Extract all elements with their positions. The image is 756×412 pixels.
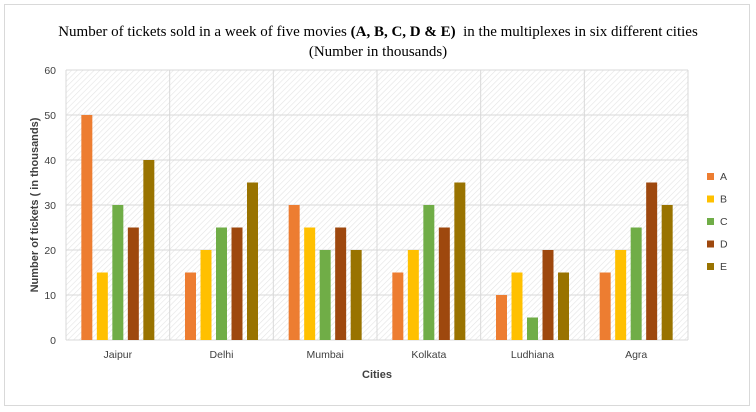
bar-delhi-d [231, 227, 243, 340]
bar-jaipur-c [112, 205, 124, 340]
bar-kolkata-b [407, 250, 419, 340]
chart-title-main: Number of tickets sold in a week of five… [58, 24, 351, 40]
y-tick-label: 20 [44, 245, 56, 257]
bar-mumbai-c [319, 250, 331, 340]
y-tick-label: 0 [50, 335, 56, 347]
bar-agra-e [661, 205, 673, 340]
legend-label-d: D [720, 239, 728, 251]
bar-kolkata-a [392, 272, 404, 340]
bar-ludhiana-c [527, 317, 538, 340]
bar-delhi-c [216, 227, 227, 340]
bar-kolkata-d [438, 227, 450, 340]
bar-delhi-e [247, 182, 258, 340]
x-tick-label: Kolkata [411, 349, 446, 361]
bar-mumbai-e [350, 250, 362, 340]
bar-agra-c [630, 227, 642, 340]
bar-kolkata-e [454, 182, 466, 340]
bar-mumbai-d [335, 227, 347, 340]
bars [81, 115, 673, 340]
legend-swatch-a [707, 173, 714, 180]
x-axis-title: Cities [362, 369, 392, 381]
legend-swatch-c [707, 218, 714, 225]
chart-subtitle: (Number in thousands) [308, 44, 448, 60]
x-tick-label: Jaipur [104, 349, 133, 361]
y-axis-title: Number of tickets ( in thousands) [29, 117, 41, 292]
y-tick-label: 10 [44, 290, 56, 302]
bar-delhi-a [185, 272, 196, 340]
bar-ludhiana-b [511, 272, 523, 340]
y-tick-label: 50 [44, 110, 56, 122]
legend-label-c: C [720, 216, 728, 228]
legend-label-b: B [720, 194, 727, 206]
legend-swatch-d [707, 240, 714, 248]
bar-jaipur-a [81, 115, 93, 340]
legend-label-a: A [720, 171, 727, 183]
chart-title: Number of tickets sold in a week of five… [0, 22, 756, 62]
x-tick-label: Ludhiana [511, 349, 554, 361]
legend-swatch-e [707, 263, 714, 270]
y-tick-label: 60 [44, 65, 56, 77]
bar-agra-b [615, 250, 627, 340]
x-tick-label: Delhi [210, 349, 234, 361]
x-tick-label: Mumbai [306, 349, 343, 361]
bar-jaipur-b [96, 272, 108, 340]
x-tick-label: Agra [625, 349, 647, 361]
y-tick-label: 30 [44, 200, 56, 212]
bar-kolkata-c [423, 205, 435, 340]
bar-jaipur-d [127, 227, 139, 340]
legend-swatch-b [707, 195, 714, 203]
chart-title-rest: in the multiplexes in six different citi… [455, 24, 698, 40]
bar-mumbai-b [304, 227, 316, 340]
bar-jaipur-e [143, 160, 155, 340]
x-axis-ticks: Jaipur Delhi Mumbai Kolkata Ludhiana Agra [104, 349, 648, 361]
bar-ludhiana-e [558, 272, 569, 340]
bar-delhi-b [200, 250, 212, 340]
bar-agra-a [599, 272, 611, 340]
y-axis-ticks: 0 10 20 30 40 50 60 [44, 65, 56, 347]
chart-title-movies: (A, B, C, D & E) [350, 24, 456, 40]
bar-ludhiana-d [542, 250, 554, 340]
bar-mumbai-a [288, 205, 300, 340]
bar-agra-d [646, 182, 658, 340]
legend-label-e: E [720, 261, 727, 273]
chart-title-line1: Number of tickets sold in a week of five… [0, 22, 756, 42]
bar-ludhiana-a [496, 295, 507, 340]
gridlines [65, 69, 689, 341]
y-tick-label: 40 [44, 155, 56, 167]
